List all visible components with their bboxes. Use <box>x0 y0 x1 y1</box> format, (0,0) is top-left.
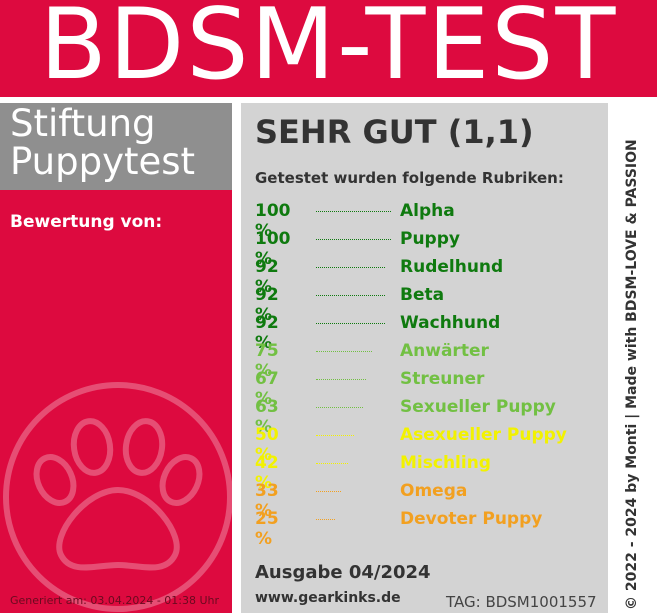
category: Streuner <box>400 369 485 389</box>
dotted-line <box>316 379 367 380</box>
org-box <box>0 103 232 190</box>
dotted-line <box>316 463 348 464</box>
category: Anwärter <box>400 341 489 361</box>
category: Omega <box>400 481 468 501</box>
category: Beta <box>400 285 445 305</box>
percent: 33 % <box>255 481 279 521</box>
percent: 67 % <box>255 369 279 409</box>
dotted-line <box>316 407 364 408</box>
percent: 92 % <box>255 257 279 297</box>
left-panel <box>0 190 232 613</box>
dotted-line <box>316 435 354 436</box>
banner <box>0 0 657 97</box>
dotted-line <box>316 323 385 324</box>
subtitle: Getestet wurden folgende Rubriken: <box>255 169 564 187</box>
percent: 92 % <box>255 285 279 325</box>
url: www.gearkinks.de <box>255 590 401 606</box>
dotted-line <box>316 295 385 296</box>
category: Puppy <box>400 229 460 249</box>
copyright: © 2022 - 2024 by Monti | Made with BDSM-… <box>624 139 640 610</box>
organization: Stiftung Puppytest <box>10 102 196 183</box>
category: Devoter Puppy <box>400 509 543 529</box>
category: Rudelhund <box>400 257 504 277</box>
grade: SEHR GUT (1,1) <box>255 113 534 151</box>
paw-icon <box>3 382 232 612</box>
percent: 100 % <box>255 201 291 241</box>
dotted-line <box>316 239 391 240</box>
title: BDSM-TEST <box>39 0 618 102</box>
category: Sexueller Puppy <box>400 397 556 417</box>
percent: 42 % <box>255 453 279 493</box>
dotted-line <box>316 351 373 352</box>
percent: 100 % <box>255 229 291 269</box>
issue: Ausgabe 04/2024 <box>255 562 431 583</box>
percent: 50 % <box>255 425 279 465</box>
percent: 92 % <box>255 313 279 353</box>
dotted-line <box>316 491 341 492</box>
category: Wachhund <box>400 313 501 333</box>
dotted-line <box>316 211 391 212</box>
percent: 75 % <box>255 341 279 381</box>
dotted-line <box>316 267 385 268</box>
tag: TAG: BDSM1001557 <box>446 593 597 611</box>
category: Asexueller Puppy <box>400 425 567 445</box>
category: Mischling <box>400 453 491 473</box>
category: Alpha <box>400 201 455 221</box>
generated: Generiert am: 03.04.2024 - 01:38 Uhr <box>10 594 220 607</box>
percent: 63 % <box>255 397 279 437</box>
dotted-line <box>316 519 335 520</box>
rating-label: Bewertung von: <box>10 212 163 232</box>
percent: 25 % <box>255 509 279 549</box>
result-panel <box>241 103 608 613</box>
